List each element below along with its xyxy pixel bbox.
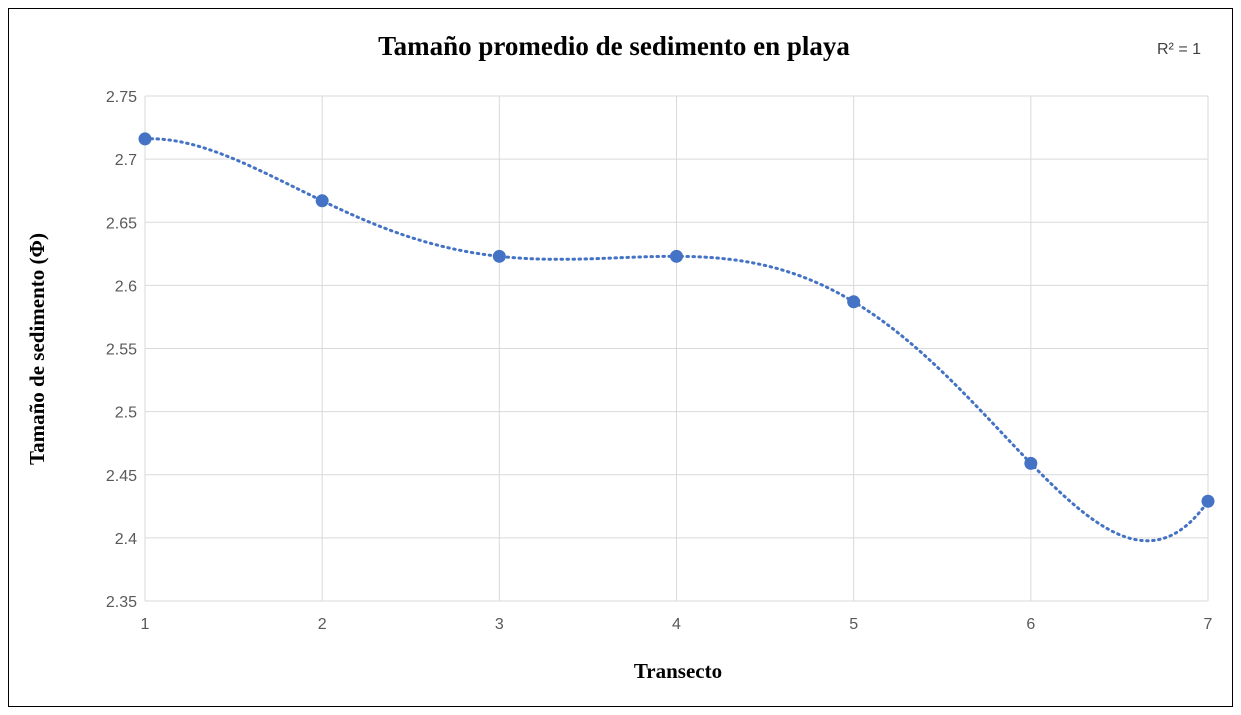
x-tick-label: 6 <box>1026 616 1035 633</box>
y-tick-labels: 2.35 2.4 2.45 2.5 2.55 2.6 2.65 2.7 2.75 <box>106 89 137 611</box>
data-point <box>847 295 861 309</box>
r-squared-label: R² = 1 <box>1157 41 1201 58</box>
horizontal-gridlines <box>145 95 1208 602</box>
y-tick-label: 2.65 <box>106 215 137 232</box>
y-tick-label: 2.45 <box>106 468 137 485</box>
data-point <box>1201 494 1215 508</box>
x-tick-label: 2 <box>318 616 327 633</box>
y-tick-label: 2.55 <box>106 342 137 359</box>
data-point <box>138 132 152 146</box>
data-point <box>1024 456 1038 470</box>
data-point <box>670 249 683 263</box>
x-tick-label: 5 <box>849 616 858 633</box>
x-axis-title: Transecto <box>634 659 722 683</box>
y-tick-label: 2.75 <box>106 89 137 106</box>
data-point <box>315 194 329 208</box>
x-tick-labels: 1 2 3 4 5 6 7 <box>141 616 1213 633</box>
y-tick-label: 2.7 <box>115 152 137 169</box>
y-tick-label: 2.4 <box>115 531 137 548</box>
chart-frame: 2.35 2.4 2.45 2.5 2.55 2.6 2.65 2.7 2.75 1 2 3 4 5 6 7… <box>8 8 1233 707</box>
data-points <box>138 132 1215 508</box>
y-axis-title: Tamaño de sedimento (Φ) <box>25 233 49 465</box>
x-tick-label: 7 <box>1204 616 1213 633</box>
data-point <box>492 249 506 263</box>
y-tick-label: 2.6 <box>115 278 137 295</box>
y-tick-label: 2.35 <box>106 594 137 611</box>
x-tick-label: 1 <box>141 616 150 633</box>
chart-title: Tamaño promedio de sedimento en playa <box>378 31 850 61</box>
x-tick-label: 4 <box>672 616 681 633</box>
y-tick-label: 2.5 <box>115 405 137 422</box>
x-tick-label: 3 <box>495 616 504 633</box>
chart: 2.35 2.4 2.45 2.5 2.55 2.6 2.65 2.7 2.75 1 2 3 4 5 6 7… <box>25 31 1215 683</box>
